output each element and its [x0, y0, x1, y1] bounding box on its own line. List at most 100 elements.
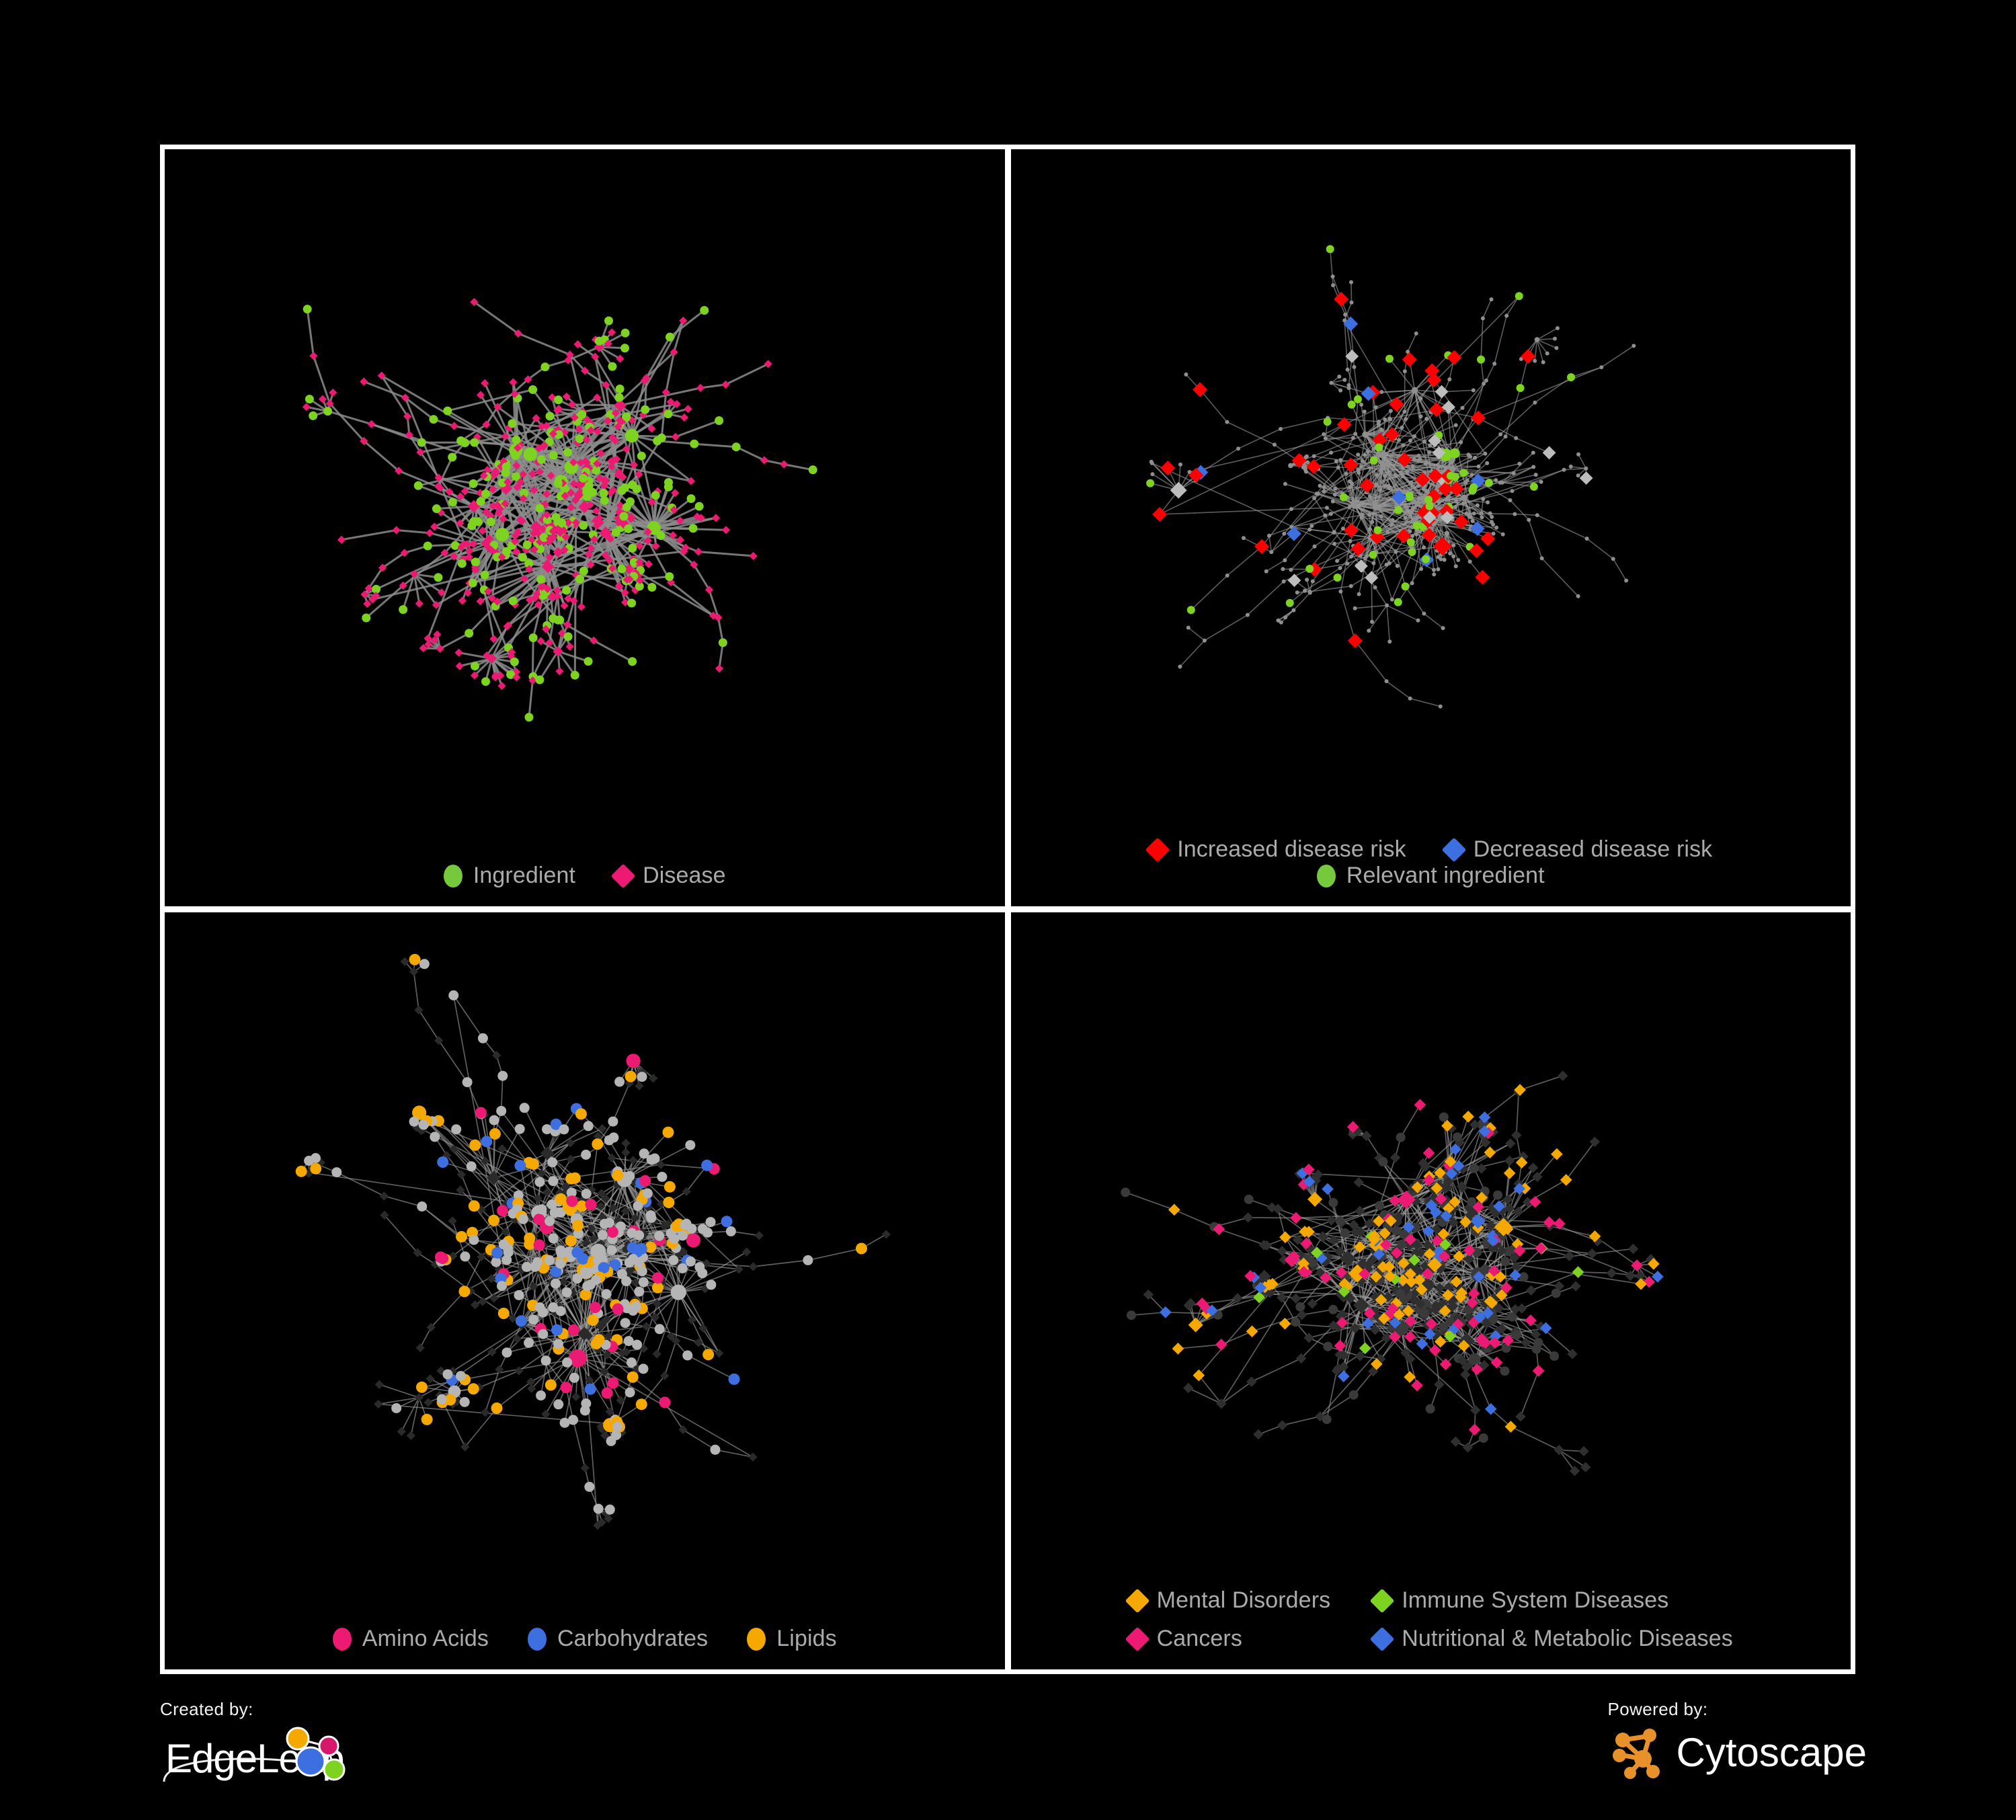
network-node-circle[interactable]: [1351, 364, 1356, 369]
network-node-diamond[interactable]: [1300, 1237, 1312, 1250]
network-node-circle[interactable]: [1344, 561, 1349, 566]
network-node-circle[interactable]: [721, 1216, 733, 1228]
network-node-circle[interactable]: [1281, 531, 1286, 536]
network-node-circle[interactable]: [1318, 483, 1322, 488]
network-node-circle[interactable]: [460, 438, 470, 448]
network-node-circle[interactable]: [1494, 525, 1498, 530]
network-node-diamond[interactable]: [1326, 1215, 1336, 1226]
network-node-circle[interactable]: [1241, 536, 1246, 541]
network-node-circle[interactable]: [491, 1402, 503, 1414]
network-node-circle[interactable]: [413, 481, 423, 490]
network-node-circle[interactable]: [519, 1103, 530, 1113]
network-node-circle[interactable]: [1338, 388, 1342, 393]
network-node-circle[interactable]: [1335, 1216, 1345, 1226]
network-node-diamond[interactable]: [1513, 1084, 1526, 1096]
network-node-circle[interactable]: [622, 412, 631, 422]
network-node-circle[interactable]: [1362, 409, 1367, 414]
network-node-circle[interactable]: [1418, 414, 1423, 419]
network-node-circle[interactable]: [534, 1177, 545, 1187]
network-node-circle[interactable]: [409, 1116, 419, 1127]
network-node-circle[interactable]: [1355, 467, 1360, 472]
panel-nutrient-class[interactable]: Amino Acids Carbohydrates Lipids: [165, 912, 1005, 1669]
network-node-diamond[interactable]: [1627, 1243, 1638, 1255]
network-node-circle[interactable]: [702, 1349, 715, 1361]
network-node-diamond[interactable]: [560, 601, 569, 610]
network-node-diamond[interactable]: [318, 395, 327, 403]
network-node-circle[interactable]: [1470, 518, 1475, 523]
network-node-circle[interactable]: [523, 447, 537, 461]
network-node-circle[interactable]: [1346, 386, 1351, 391]
network-node-circle[interactable]: [1373, 585, 1377, 590]
network-node-circle[interactable]: [1385, 463, 1390, 468]
network-node-circle[interactable]: [540, 1355, 551, 1366]
network-node-circle[interactable]: [1224, 420, 1229, 424]
network-node-circle[interactable]: [536, 1204, 547, 1215]
network-node-circle[interactable]: [1475, 503, 1480, 508]
network-node-circle[interactable]: [480, 570, 489, 580]
network-node-circle[interactable]: [612, 1303, 624, 1315]
network-node-circle[interactable]: [503, 1247, 514, 1258]
network-node-circle[interactable]: [1466, 452, 1471, 457]
network-node-circle[interactable]: [1480, 515, 1484, 520]
network-node-diamond[interactable]: [1244, 1270, 1256, 1282]
network-node-circle[interactable]: [514, 1290, 524, 1300]
network-node-circle[interactable]: [641, 405, 650, 414]
network-node-circle[interactable]: [628, 480, 637, 489]
network-node-circle[interactable]: [598, 1230, 608, 1240]
network-node-circle[interactable]: [548, 1176, 559, 1187]
network-node-circle[interactable]: [323, 407, 333, 416]
network-node-circle[interactable]: [430, 1132, 440, 1142]
network-node-circle[interactable]: [528, 1314, 539, 1325]
network-node-circle[interactable]: [1533, 1337, 1543, 1347]
network-node-circle[interactable]: [617, 486, 627, 496]
network-node-diamond[interactable]: [593, 1521, 602, 1530]
network-node-circle[interactable]: [512, 435, 521, 444]
network-node-diamond[interactable]: [1361, 1130, 1371, 1142]
network-node-circle[interactable]: [513, 1190, 524, 1201]
network-node-circle[interactable]: [1468, 1353, 1480, 1366]
network-node-diamond[interactable]: [1504, 1421, 1517, 1433]
network-node-circle[interactable]: [1409, 510, 1414, 515]
network-node-diamond[interactable]: [1284, 1252, 1299, 1268]
network-node-circle[interactable]: [668, 1255, 679, 1265]
network-node-circle[interactable]: [624, 429, 639, 443]
network-node-diamond[interactable]: [1564, 1251, 1574, 1262]
network-node-circle[interactable]: [624, 1070, 637, 1082]
network-node-circle[interactable]: [469, 1234, 479, 1245]
network-node-circle[interactable]: [569, 1349, 587, 1368]
network-node-circle[interactable]: [1397, 1239, 1407, 1249]
network-node-diamond[interactable]: [1449, 481, 1464, 497]
network-plot-1[interactable]: [165, 149, 1005, 906]
network-node-circle[interactable]: [1488, 511, 1492, 516]
network-node-circle[interactable]: [1312, 496, 1316, 500]
network-node-diamond[interactable]: [415, 1343, 425, 1353]
network-node-circle[interactable]: [372, 584, 381, 594]
network-node-circle[interactable]: [1302, 588, 1307, 593]
network-node-circle[interactable]: [448, 990, 459, 1000]
network-node-circle[interactable]: [555, 1193, 567, 1205]
network-node-circle[interactable]: [1382, 483, 1387, 488]
network-node-circle[interactable]: [593, 1503, 604, 1514]
network-node-circle[interactable]: [481, 489, 491, 498]
network-node-circle[interactable]: [412, 1105, 427, 1120]
network-node-diamond[interactable]: [607, 1153, 616, 1162]
network-node-circle[interactable]: [706, 1279, 717, 1290]
network-node-diamond[interactable]: [1525, 1285, 1536, 1296]
network-node-diamond[interactable]: [456, 492, 465, 501]
network-node-circle[interactable]: [718, 638, 727, 647]
network-node-circle[interactable]: [573, 1228, 583, 1239]
network-node-circle[interactable]: [1402, 409, 1406, 414]
network-node-circle[interactable]: [535, 504, 545, 513]
network-node-diamond[interactable]: [1422, 1225, 1435, 1238]
network-node-diamond[interactable]: [424, 640, 433, 649]
network-node-circle[interactable]: [470, 438, 479, 447]
network-node-diamond[interactable]: [622, 444, 631, 453]
network-node-diamond[interactable]: [1560, 1174, 1572, 1186]
network-node-circle[interactable]: [566, 1195, 578, 1208]
network-node-diamond[interactable]: [1168, 1203, 1180, 1216]
network-node-diamond[interactable]: [621, 1138, 631, 1148]
network-node-diamond[interactable]: [1501, 1223, 1513, 1235]
network-node-circle[interactable]: [469, 479, 478, 488]
network-node-diamond[interactable]: [1279, 1317, 1291, 1330]
network-node-circle[interactable]: [1334, 459, 1338, 463]
